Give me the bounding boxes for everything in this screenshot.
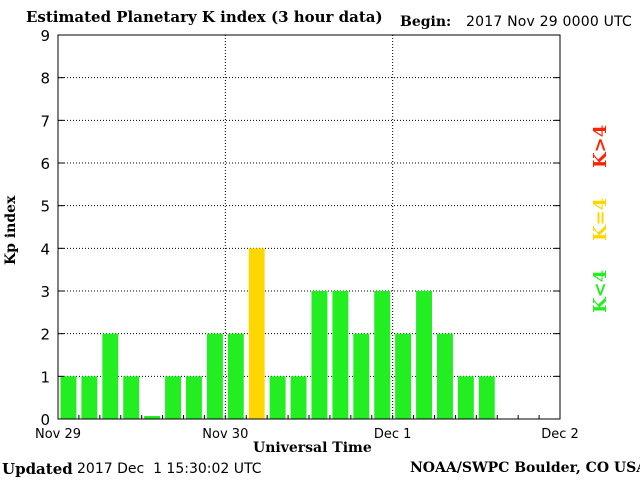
kp-bar: [416, 291, 432, 419]
x-tick-label: Nov 30: [202, 427, 248, 442]
kp-bar: [478, 376, 495, 419]
legend-k-equal-4: K=4: [590, 197, 611, 241]
source-credit: NOAA/SWPC Boulder, CO USA: [410, 460, 640, 476]
kp-bar: [248, 248, 265, 419]
begin-label: Begin:: [400, 14, 452, 30]
kp-bar: [186, 376, 202, 419]
updated-timestamp: 2017 Dec 1 15:30:02 UTC: [77, 461, 262, 477]
y-tick-label: 0: [40, 411, 50, 429]
y-tick-label: 1: [40, 368, 50, 386]
x-tick-label: Dec 2: [541, 427, 579, 442]
kp-bar: [144, 416, 161, 419]
y-tick-label: 8: [40, 70, 50, 88]
y-tick-label: 4: [40, 240, 50, 258]
kp-bar: [206, 333, 223, 419]
kp-bar: [311, 291, 328, 419]
begin-value: 2017 Nov 29 0000 UTC: [466, 14, 632, 30]
y-tick-label: 2: [40, 326, 50, 344]
kp-bar: [437, 333, 453, 419]
kp-bar: [81, 376, 98, 419]
y-tick-label: 9: [40, 27, 50, 45]
kp-bar: [457, 376, 474, 419]
x-axis-label: Universal Time: [253, 440, 372, 456]
kp-bar: [269, 376, 286, 419]
kp-bar: [332, 291, 349, 419]
kp-bar: [353, 333, 370, 419]
kp-bar: [227, 333, 244, 419]
legend-k-below-4: K<4: [590, 269, 611, 313]
kp-bar: [374, 291, 391, 419]
y-axis-label: Kp index: [3, 195, 19, 265]
plot-frame: [57, 34, 561, 420]
x-tick-label: Nov 29: [35, 427, 81, 442]
y-tick-label: 6: [40, 155, 50, 173]
y-tick-label: 7: [40, 112, 50, 130]
updated-label: Updated: [2, 460, 73, 478]
y-tick-label: 5: [40, 198, 50, 216]
kp-bar: [395, 333, 412, 419]
kp-bar: [123, 376, 140, 419]
kp-bar: [102, 333, 119, 419]
kp-bar: [60, 376, 77, 419]
x-tick-label: Dec 1: [374, 427, 412, 442]
y-tick-label: 3: [40, 283, 50, 301]
kp-bar: [290, 376, 307, 419]
legend-k-above-4: K>4: [590, 124, 611, 168]
chart-title: Estimated Planetary K index (3 hour data…: [26, 8, 383, 26]
kp-bar: [165, 376, 181, 419]
